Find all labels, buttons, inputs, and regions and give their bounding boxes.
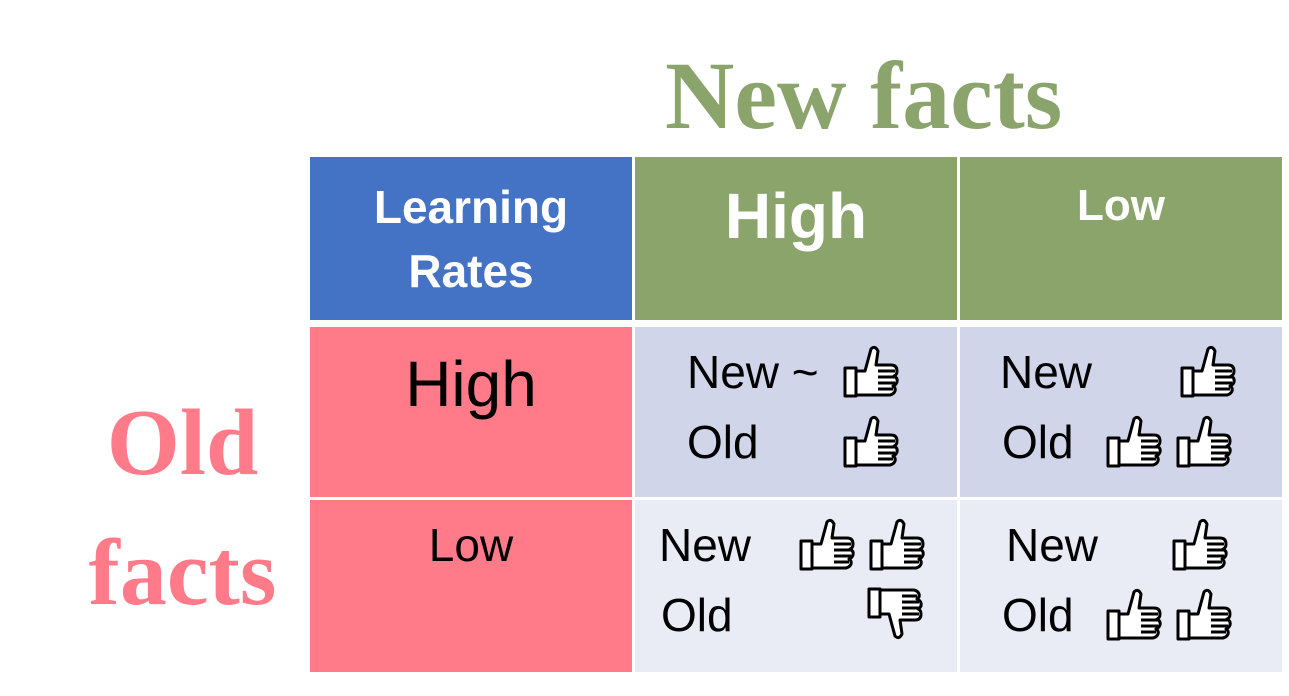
- column-header-high: High: [635, 157, 957, 320]
- thumbs-up-icon: [1174, 411, 1234, 471]
- old-facts-title: Old facts: [70, 378, 295, 638]
- old-label: Old: [1002, 589, 1074, 641]
- learning-rates-header: Learning Rates: [310, 157, 632, 320]
- cell-old-low-new-high: New Old: [635, 500, 957, 672]
- cell-old-high-new-high: New ~ Old: [635, 327, 957, 497]
- thumbs-up-icon: [1174, 584, 1234, 644]
- learning-rates-line1: Learning: [373, 181, 569, 233]
- thumbs-up-icon: [841, 341, 901, 401]
- thumbs-up-icon: [867, 514, 927, 574]
- new-label: New: [659, 519, 752, 571]
- row-header-high: High: [310, 327, 632, 497]
- thumbs-up-icon: [1178, 341, 1238, 401]
- old-label: Old: [1002, 416, 1074, 468]
- cell-old-high-new-low: New Old: [960, 327, 1282, 497]
- thumbs-up-icon: [797, 514, 857, 574]
- thumbs-up-icon: [1104, 411, 1164, 471]
- old-facts-title-line1: Old: [106, 391, 259, 495]
- thumbs-up-icon: [1104, 584, 1164, 644]
- new-label: New: [1006, 519, 1099, 571]
- thumbs-down-icon: [865, 584, 925, 644]
- new-label: New: [1000, 346, 1093, 398]
- new-label: New ~: [687, 346, 819, 398]
- new-facts-title: New facts: [665, 42, 1063, 149]
- old-label: Old: [687, 416, 759, 468]
- old-label: Old: [661, 589, 733, 641]
- learning-rates-line2: Rates: [408, 245, 534, 297]
- cell-old-low-new-low: New Old: [960, 500, 1282, 672]
- column-header-low: Low: [960, 157, 1282, 320]
- row-header-low: Low: [310, 500, 632, 672]
- old-facts-title-line2: facts: [88, 521, 277, 625]
- thumbs-up-icon: [841, 411, 901, 471]
- thumbs-up-icon: [1170, 514, 1230, 574]
